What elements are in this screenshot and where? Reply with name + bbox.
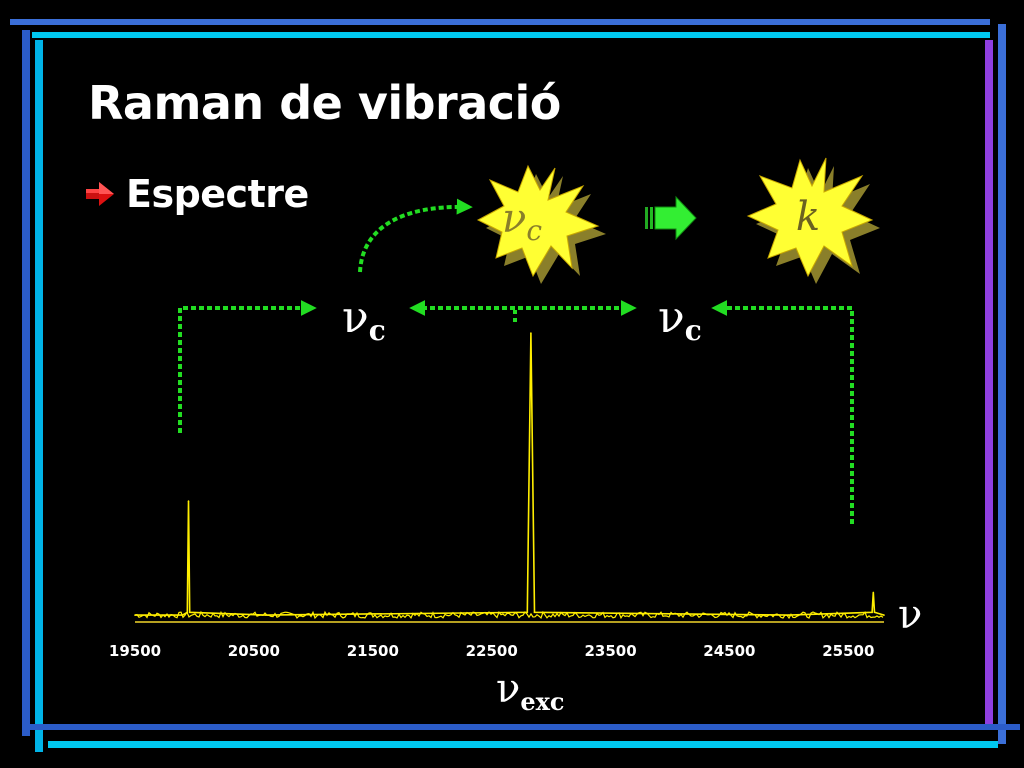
data-point-0-7 xyxy=(530,332,532,334)
x-axis-symbol: ν xyxy=(898,592,922,638)
spectrum-plot: 19500 20500 21500 22500 23500 24500 25500 xyxy=(109,332,885,660)
green-block-arrow-icon xyxy=(645,195,697,241)
burst-right-shape xyxy=(746,157,874,278)
right-dashed-connector xyxy=(711,300,854,524)
data-point-0-8 xyxy=(533,611,536,614)
spectrum-line-0 xyxy=(135,332,885,616)
data-point-0-3 xyxy=(187,500,190,502)
data-point-0-1 xyxy=(181,614,184,616)
frame-left-cyan xyxy=(35,40,43,752)
x-tick-label-3: 22500 xyxy=(466,642,518,660)
data-point-0-12 xyxy=(873,611,876,614)
frame-left-blue xyxy=(22,30,30,736)
frame-top-blue xyxy=(10,19,990,25)
data-point-0-5 xyxy=(265,614,267,616)
data-point-0-2 xyxy=(186,611,189,614)
burst-left-shape xyxy=(476,164,600,278)
frame-right-blue xyxy=(998,24,1006,744)
data-point-0-6 xyxy=(526,611,529,614)
slide-title: Raman de vibració xyxy=(88,76,561,130)
x-tick-label-2: 21500 xyxy=(347,642,399,660)
bullet-item: Espectre xyxy=(84,170,309,218)
nu-c-label-right: νc xyxy=(658,292,702,347)
svg-text:νc: νc xyxy=(502,196,542,247)
nu-exc-label: νexc xyxy=(496,666,565,716)
burst-left-subscript: c xyxy=(526,214,542,247)
bullet-text: Espectre xyxy=(126,172,309,216)
x-tick-labels: 19500 20500 21500 22500 23500 24500 25500 xyxy=(109,642,874,660)
burst-right-symbol: k xyxy=(796,194,820,240)
burst-left-symbol: ν xyxy=(502,196,526,242)
burst-k: k xyxy=(746,157,880,284)
x-tick-label-1: 20500 xyxy=(228,642,280,660)
spectrum-series xyxy=(134,332,885,616)
frame-bottom-blue xyxy=(30,724,1020,730)
x-tick-label-6: 25500 xyxy=(822,642,874,660)
frame-right-purple xyxy=(985,40,993,725)
nu-c-label-left: νc xyxy=(342,292,386,347)
data-point-0-11 xyxy=(872,591,875,594)
x-tick-label-4: 23500 xyxy=(585,642,637,660)
burst-nu-c: νc xyxy=(476,164,606,284)
x-tick-label-5: 24500 xyxy=(703,642,755,660)
frame-top-cyan xyxy=(32,32,990,38)
red-arrow-bullet-icon xyxy=(86,182,114,206)
x-tick-label-0: 19500 xyxy=(109,642,161,660)
data-point-0-10 xyxy=(871,611,873,614)
data-point-0-4 xyxy=(188,611,191,614)
curved-dashed-arrow xyxy=(358,198,473,273)
data-point-0-0 xyxy=(134,614,136,616)
frame-bottom-cyan xyxy=(48,741,998,748)
data-point-0-13 xyxy=(883,614,885,616)
data-point-0-9 xyxy=(788,614,790,616)
left-dashed-connector xyxy=(178,300,317,433)
